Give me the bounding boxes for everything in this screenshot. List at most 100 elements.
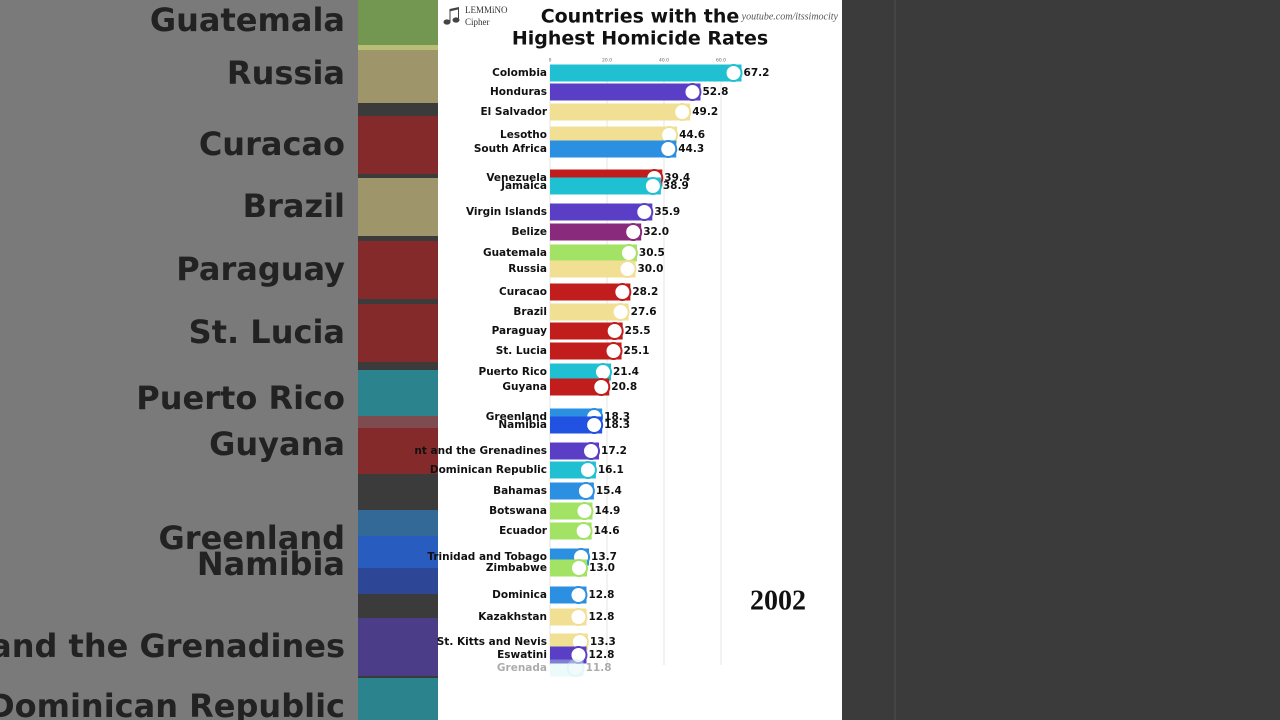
flag: [605, 322, 624, 340]
value-label: 25.5: [625, 325, 651, 337]
background-bar: [358, 618, 438, 676]
background-label: St. Lucia: [189, 313, 345, 351]
value-label: 17.2: [601, 445, 627, 457]
x-tick-label: 40.0: [659, 58, 669, 64]
flag: [569, 646, 588, 664]
flag: [659, 140, 678, 158]
category-label: Trinidad and Tobago: [427, 551, 547, 563]
category-label: Namibia: [498, 419, 547, 431]
category-label: Honduras: [490, 86, 547, 98]
x-tick-label: 0: [549, 58, 552, 64]
bar: [550, 103, 691, 121]
category-label: Eswatini: [497, 649, 547, 661]
category-label: Russia: [508, 263, 547, 275]
value-label: 14.9: [594, 505, 620, 517]
category-label: Venezuela: [486, 172, 547, 184]
background-label: Guyana: [209, 425, 345, 463]
category-label: Greenland: [486, 411, 547, 423]
value-label: 52.8: [702, 86, 728, 98]
value-label: 12.8: [588, 649, 614, 661]
value-label: 13.7: [591, 551, 617, 563]
bar: [550, 140, 677, 158]
category-label: Kazakhstan: [478, 611, 547, 623]
flag: [724, 64, 743, 82]
value-label: 16.1: [598, 464, 624, 476]
category-label: Brazil: [513, 306, 547, 318]
value-label: 27.6: [631, 306, 657, 318]
flag: [574, 522, 593, 540]
bar: [550, 283, 631, 301]
value-label: 35.9: [654, 206, 680, 218]
category-label: Colombia: [492, 67, 547, 79]
background-label: Guatemala: [150, 1, 345, 39]
flag: [566, 659, 585, 677]
flag: [575, 502, 594, 520]
value-label: 13.3: [590, 636, 616, 648]
bar: [550, 203, 653, 221]
bar: [550, 659, 584, 677]
flag: [643, 177, 662, 195]
flag: [673, 103, 692, 121]
value-label: 18.3: [604, 419, 630, 431]
value-label: 12.8: [588, 589, 614, 601]
category-label: Paraguay: [492, 325, 548, 337]
bar: [550, 126, 678, 144]
value-label: 49.2: [692, 106, 718, 118]
background-label: Dominican Republic: [0, 687, 345, 720]
category-label: Puerto Rico: [479, 366, 547, 378]
value-label: 30.5: [639, 247, 665, 259]
flag: [604, 342, 623, 360]
channel-name: LEMMiNO: [465, 5, 508, 15]
value-label: 14.6: [594, 525, 620, 537]
flag: [570, 559, 589, 577]
flag: [569, 586, 588, 604]
value-label: 15.4: [596, 485, 622, 497]
value-label: 67.2: [744, 67, 770, 79]
category-label: Guyana: [502, 381, 547, 393]
value-label: 38.9: [663, 180, 689, 192]
music-icon: [443, 7, 460, 25]
category-label: Zimbabwe: [486, 562, 547, 574]
flag: [576, 482, 595, 500]
blurred-background-left: [0, 0, 358, 720]
flag: [624, 223, 643, 241]
watermark: youtube.com/itssimocity: [741, 11, 839, 22]
flag: [569, 608, 588, 626]
background-label: Greenland: [159, 519, 345, 557]
value-label: 21.4: [613, 366, 639, 378]
flag: [592, 378, 611, 396]
flag: [613, 283, 632, 301]
category-label: Virgin Islands: [466, 206, 547, 218]
category-label: Guatemala: [483, 247, 547, 259]
value-label: 12.8: [588, 611, 614, 623]
flag: [635, 203, 654, 221]
background-bar: [358, 678, 438, 720]
bar: [550, 64, 742, 82]
flag: [582, 442, 601, 460]
flag: [683, 83, 702, 101]
background-label: Namibia: [197, 545, 345, 583]
year-label: 2002: [750, 585, 806, 616]
bar: [550, 303, 629, 321]
category-label: Belize: [511, 226, 547, 238]
value-label: 25.1: [624, 345, 650, 357]
chart-title: Countries with the: [541, 6, 740, 28]
category-label: Lesotho: [500, 129, 547, 141]
category-label: Dominican Republic: [430, 464, 547, 476]
category-label: Dominica: [492, 589, 547, 601]
bar: [550, 83, 701, 101]
value-label: 20.8: [611, 381, 637, 393]
value-label: 44.6: [679, 129, 705, 141]
category-label: Grenada: [497, 662, 547, 674]
bar: [550, 244, 637, 262]
bar: [550, 260, 636, 278]
category-label: South Africa: [474, 143, 547, 155]
category-label: Ecuador: [499, 525, 548, 537]
background-bar: [358, 45, 438, 103]
flag: [585, 416, 604, 434]
background-bar: [358, 178, 438, 236]
value-label: 32.0: [643, 226, 669, 238]
background-bar: [358, 416, 438, 474]
